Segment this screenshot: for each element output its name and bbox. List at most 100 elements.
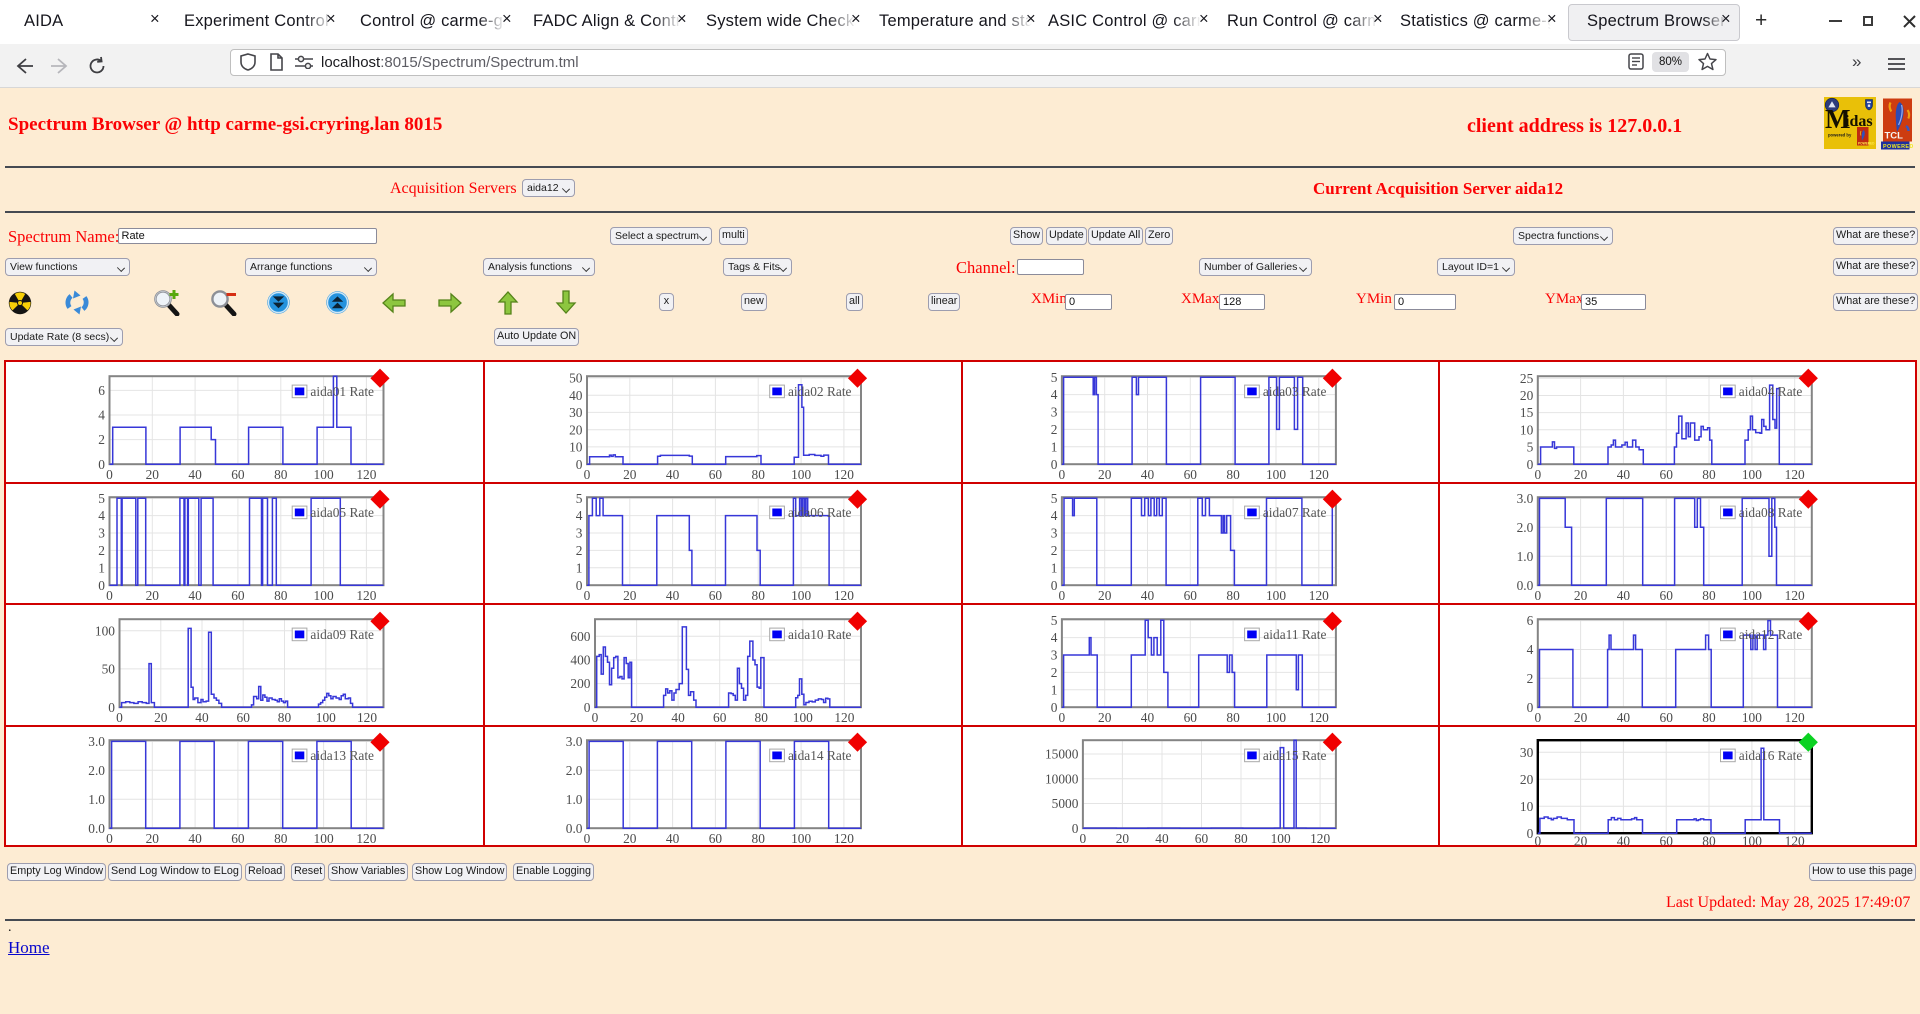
svg-text:40: 40 — [666, 831, 680, 846]
svg-text:80: 80 — [274, 588, 288, 603]
svg-text:10: 10 — [569, 439, 583, 454]
svg-text:1: 1 — [576, 560, 583, 575]
svg-text:80: 80 — [278, 710, 292, 725]
svg-text:1: 1 — [1050, 439, 1057, 454]
svg-text:40: 40 — [1617, 834, 1631, 849]
svg-text:80: 80 — [1702, 710, 1716, 725]
svg-text:15: 15 — [1520, 405, 1534, 420]
svg-text:0: 0 — [1535, 834, 1542, 849]
svg-text:100: 100 — [793, 710, 813, 725]
svg-text:20: 20 — [1520, 772, 1534, 787]
svg-text:20: 20 — [1520, 388, 1534, 403]
svg-text:2.0: 2.0 — [88, 763, 105, 778]
svg-text:60: 60 — [709, 831, 723, 846]
svg-text:3.0: 3.0 — [566, 734, 583, 749]
svg-text:10: 10 — [1520, 422, 1534, 437]
svg-text:20: 20 — [1098, 588, 1112, 603]
svg-text:60: 60 — [1183, 588, 1197, 603]
svg-text:4: 4 — [98, 407, 105, 422]
svg-text:4: 4 — [1050, 630, 1057, 645]
svg-text:3: 3 — [1050, 526, 1057, 541]
svg-text:20: 20 — [1115, 831, 1129, 846]
svg-text:40: 40 — [188, 588, 202, 603]
svg-text:4: 4 — [98, 508, 105, 523]
svg-text:20: 20 — [146, 467, 160, 482]
svg-text:60: 60 — [231, 831, 245, 846]
svg-text:4: 4 — [1527, 642, 1534, 657]
svg-text:3.0: 3.0 — [1517, 491, 1534, 506]
svg-text:powered by: powered by — [1828, 133, 1852, 138]
svg-text:aida08 Rate: aida08 Rate — [1739, 505, 1803, 520]
svg-text:0: 0 — [1058, 710, 1065, 725]
svg-text:aida09 Rate: aida09 Rate — [310, 626, 374, 641]
svg-text:100: 100 — [1742, 467, 1762, 482]
svg-text:aida14 Rate: aida14 Rate — [788, 748, 852, 763]
svg-text:5: 5 — [1050, 491, 1057, 506]
svg-text:aida16 Rate: aida16 Rate — [1739, 748, 1803, 763]
svg-text:80: 80 — [1702, 834, 1716, 849]
svg-text:aida05 Rate: aida05 Rate — [310, 505, 374, 520]
svg-text:0: 0 — [584, 588, 591, 603]
svg-text:5: 5 — [1050, 369, 1057, 384]
svg-text:100: 100 — [1266, 710, 1286, 725]
svg-text:0.0: 0.0 — [1517, 578, 1534, 593]
svg-text:100: 100 — [316, 710, 336, 725]
svg-text:2: 2 — [576, 543, 583, 558]
svg-text:20: 20 — [154, 710, 168, 725]
svg-text:aida02 Rate: aida02 Rate — [788, 383, 852, 398]
svg-text:0: 0 — [1058, 588, 1065, 603]
svg-text:40: 40 — [1140, 710, 1154, 725]
svg-text:20: 20 — [630, 710, 644, 725]
svg-text:100: 100 — [95, 623, 115, 638]
svg-text:6: 6 — [98, 383, 105, 398]
svg-text:100: 100 — [1270, 831, 1290, 846]
svg-text:120: 120 — [356, 831, 376, 846]
svg-text:40: 40 — [671, 710, 685, 725]
svg-text:60: 60 — [237, 710, 251, 725]
svg-text:120: 120 — [356, 588, 376, 603]
svg-text:40: 40 — [666, 467, 680, 482]
svg-text:20: 20 — [1098, 467, 1112, 482]
svg-text:20: 20 — [1574, 588, 1588, 603]
svg-text:idas: idas — [1845, 113, 1873, 130]
svg-text:60: 60 — [1660, 467, 1674, 482]
svg-text:100: 100 — [1266, 467, 1286, 482]
svg-text:20: 20 — [1574, 834, 1588, 849]
svg-text:0.0: 0.0 — [88, 821, 105, 836]
svg-text:0: 0 — [1535, 588, 1542, 603]
svg-text:2: 2 — [1050, 543, 1057, 558]
svg-text:40: 40 — [188, 831, 202, 846]
svg-text:120: 120 — [1308, 710, 1328, 725]
svg-text:120: 120 — [834, 588, 854, 603]
svg-text:5: 5 — [98, 491, 105, 506]
svg-text:120: 120 — [1785, 710, 1805, 725]
svg-text:5: 5 — [576, 491, 583, 506]
svg-text:0: 0 — [1527, 826, 1534, 841]
svg-text:TCL: TCL — [1885, 131, 1904, 142]
svg-text:0: 0 — [1050, 456, 1057, 471]
svg-text:20: 20 — [146, 588, 160, 603]
svg-text:0.0: 0.0 — [566, 821, 583, 836]
svg-text:120: 120 — [1785, 834, 1805, 849]
svg-text:aida03 Rate: aida03 Rate — [1262, 383, 1326, 398]
svg-text:40: 40 — [1140, 588, 1154, 603]
svg-text:600: 600 — [570, 628, 590, 643]
svg-text:3: 3 — [98, 526, 105, 541]
svg-text:80: 80 — [1234, 831, 1248, 846]
svg-text:0: 0 — [576, 456, 583, 471]
svg-text:aida11 Rate: aida11 Rate — [1263, 626, 1326, 641]
svg-text:40: 40 — [569, 387, 583, 402]
svg-text:2: 2 — [98, 543, 105, 558]
svg-text:40: 40 — [1155, 831, 1169, 846]
svg-text:0: 0 — [116, 710, 123, 725]
svg-text:2: 2 — [1050, 664, 1057, 679]
svg-text:10000: 10000 — [1045, 771, 1079, 786]
svg-text:120: 120 — [357, 710, 377, 725]
svg-text:50: 50 — [102, 661, 116, 676]
svg-text:40: 40 — [188, 467, 202, 482]
svg-text:40: 40 — [195, 710, 209, 725]
svg-text:20: 20 — [623, 467, 637, 482]
svg-text:0: 0 — [1535, 467, 1542, 482]
svg-text:2: 2 — [1050, 421, 1057, 436]
svg-text:0: 0 — [98, 456, 105, 471]
